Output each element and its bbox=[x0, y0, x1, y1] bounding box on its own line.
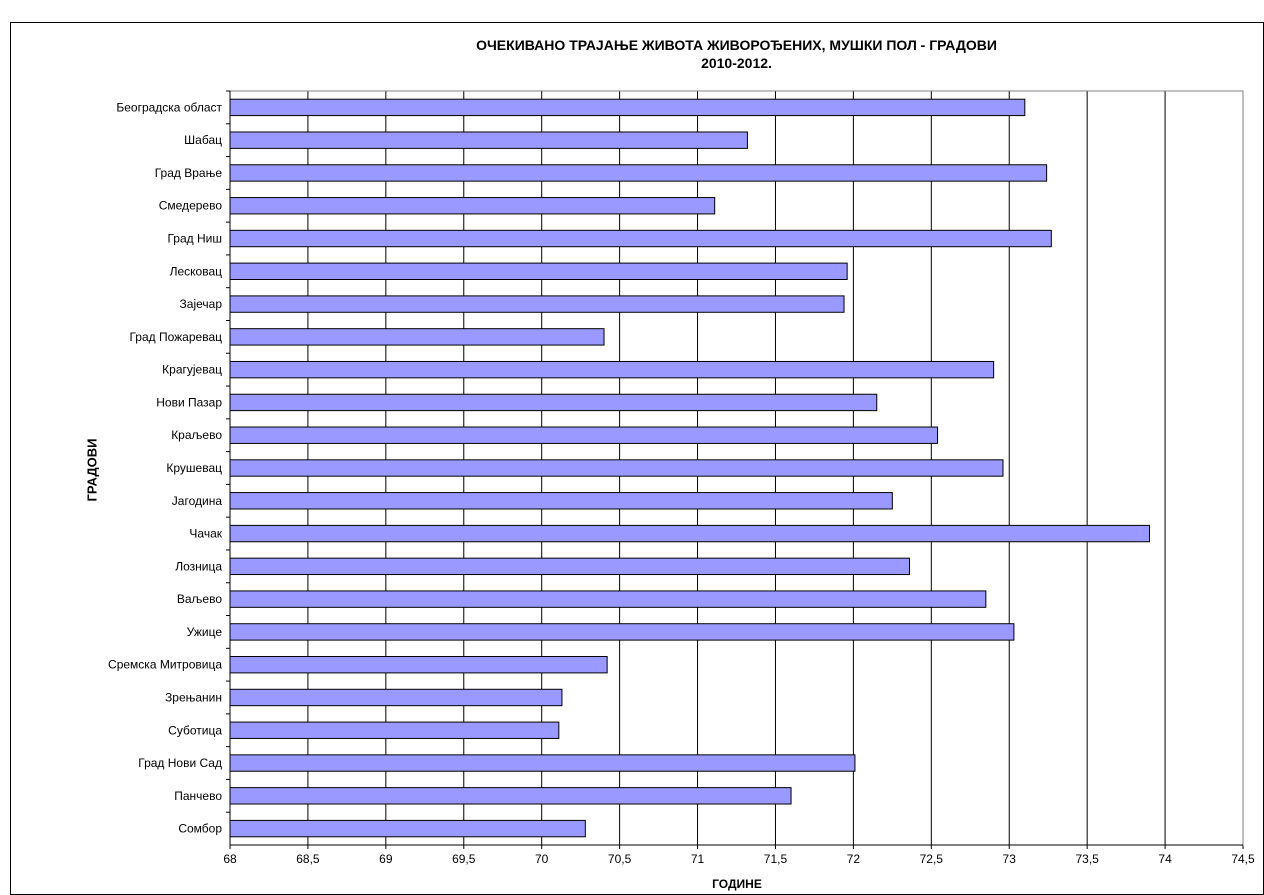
x-tick-label: 68 bbox=[223, 852, 237, 866]
category-label: Град Нови Сад bbox=[138, 756, 222, 770]
bar bbox=[229, 590, 987, 608]
bar bbox=[229, 688, 563, 707]
bar bbox=[229, 295, 845, 313]
category-label: Сремска Митровица bbox=[108, 658, 222, 672]
category-label: Лесковац bbox=[170, 264, 223, 278]
category-label: Смедерево bbox=[159, 199, 223, 213]
category-label: Град Врање bbox=[155, 166, 223, 180]
bar bbox=[229, 197, 716, 215]
chart-subtitle: 2010-2012. bbox=[701, 55, 772, 71]
bar bbox=[229, 426, 939, 444]
bar bbox=[229, 328, 605, 346]
axes bbox=[226, 90, 1244, 849]
bar bbox=[229, 754, 856, 772]
bar bbox=[229, 656, 608, 674]
category-label: Чачак bbox=[189, 527, 222, 541]
bar bbox=[229, 492, 893, 510]
x-tick-label: 70 bbox=[535, 852, 549, 866]
category-label: Суботица bbox=[168, 723, 222, 737]
category-label: Београдска област bbox=[116, 100, 222, 114]
bar bbox=[229, 557, 910, 576]
category-label: Шабац bbox=[184, 133, 222, 147]
bar bbox=[229, 721, 560, 739]
bar bbox=[229, 131, 748, 149]
category-label: Сомбор bbox=[178, 822, 222, 836]
x-axis-title: ГОДИНЕ bbox=[712, 877, 762, 891]
category-label: Зајечар bbox=[180, 297, 223, 311]
bar bbox=[229, 787, 792, 805]
category-label: Град Пожаревац bbox=[129, 330, 222, 344]
category-label: Панчево bbox=[174, 789, 222, 803]
x-tick-label: 73,5 bbox=[1075, 852, 1099, 866]
category-label: Град Ниш bbox=[167, 232, 222, 246]
x-tick-label: 74 bbox=[1158, 852, 1172, 866]
category-label: Зрењанин bbox=[165, 690, 222, 704]
x-tick-labels: 68 68,5 69 69,5 70 70,5 71 71,5 72 72,5 73 73,5 74 74… bbox=[223, 852, 1255, 866]
x-tick-label: 72 bbox=[847, 852, 861, 866]
x-tick-label: 71,5 bbox=[764, 852, 788, 866]
category-label: Лозница bbox=[175, 559, 222, 573]
x-tick-label: 73 bbox=[1003, 852, 1017, 866]
category-label: Нови Пазар bbox=[156, 395, 222, 409]
chart-title-block: ОЧЕКИВАНО ТРАЈАЊЕ ЖИВОТА ЖИВОРОЂЕНИХ, МУ… bbox=[230, 36, 1243, 72]
x-tick-label: 69 bbox=[379, 852, 393, 866]
category-label: Ваљево bbox=[177, 592, 222, 606]
bar bbox=[229, 229, 1052, 248]
x-tick-label: 74,5 bbox=[1231, 852, 1255, 866]
x-tick-label: 70,5 bbox=[608, 852, 632, 866]
bar bbox=[229, 819, 586, 838]
bar bbox=[229, 262, 848, 281]
category-label: Краљево bbox=[171, 428, 222, 442]
x-tick-label: 69,5 bbox=[452, 852, 476, 866]
bar bbox=[229, 524, 1150, 543]
bar bbox=[229, 360, 995, 379]
category-labels: Београдска област Шабац Град Врање Смедерев… bbox=[108, 100, 223, 835]
bar bbox=[229, 393, 878, 412]
x-tick-label: 71 bbox=[691, 852, 705, 866]
category-label: Јагодина bbox=[172, 494, 223, 508]
category-label: Ужице bbox=[187, 625, 223, 639]
category-label: Крагујевац bbox=[162, 363, 222, 377]
category-label: Крушевац bbox=[166, 461, 222, 475]
bar bbox=[229, 623, 1015, 641]
y-axis-title: ГРАДОВИ bbox=[84, 438, 100, 502]
bar bbox=[229, 164, 1048, 182]
x-tick-label: 68,5 bbox=[296, 852, 320, 866]
x-tick-label: 72,5 bbox=[920, 852, 944, 866]
bar bbox=[229, 459, 1004, 477]
bar bbox=[229, 98, 1026, 117]
bars bbox=[229, 98, 1150, 838]
chart-title: ОЧЕКИВАНО ТРАЈАЊЕ ЖИВОТА ЖИВОРОЂЕНИХ, МУ… bbox=[476, 37, 997, 53]
